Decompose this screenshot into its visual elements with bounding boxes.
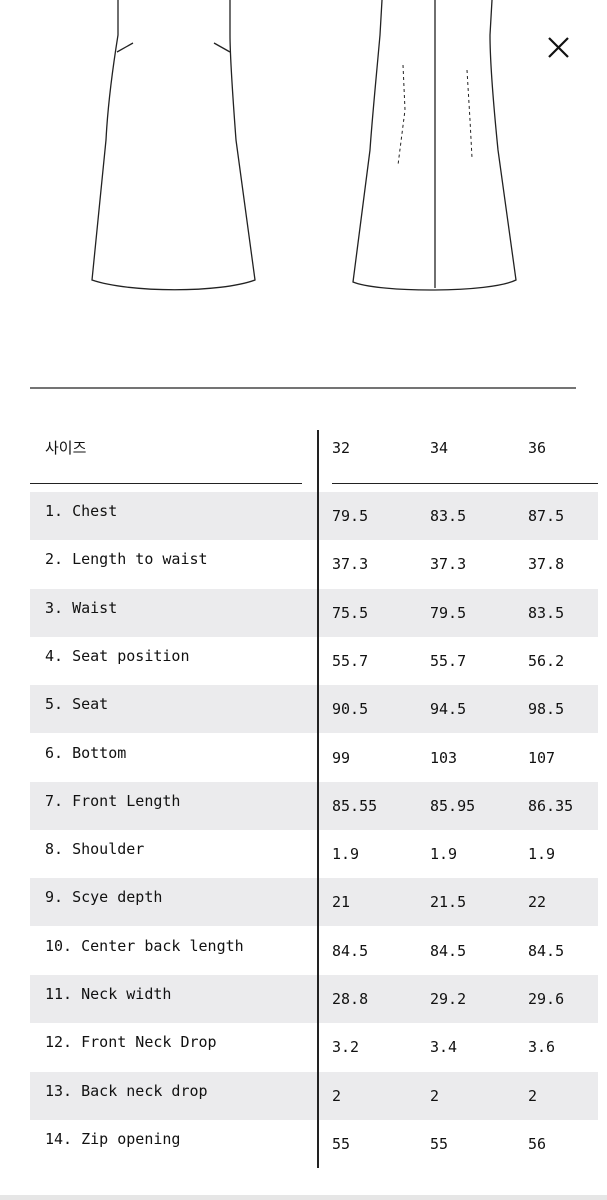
measurement-label: 7. Front Length <box>45 791 181 810</box>
measurement: 29.2 <box>430 990 467 1008</box>
measurement: 2 <box>528 1086 538 1105</box>
column-divider <box>317 430 319 1168</box>
bottom-bar <box>0 1195 607 1200</box>
measurement: 2 <box>332 1086 342 1105</box>
measurement-label: 13. Back neck drop <box>45 1081 208 1100</box>
measurement: 83.5 <box>430 507 467 525</box>
measurement-label: 3. Waist <box>45 598 118 617</box>
measurement-label: 12. Front Neck Drop <box>45 1033 217 1052</box>
row-background <box>30 781 598 830</box>
measurement: 3.2 <box>332 1038 360 1057</box>
measurement: 79.5 <box>430 603 467 622</box>
measurement: 56 <box>528 1134 547 1153</box>
measurement: 55 <box>430 1134 449 1153</box>
measurement: 37.8 <box>528 555 565 574</box>
measurement: 94.5 <box>430 700 467 719</box>
row-background <box>30 492 598 540</box>
measurement: 22 <box>528 893 547 912</box>
measurement-label: 14. Zip opening <box>45 1129 181 1148</box>
measurement-label: 5. Seat <box>45 695 109 714</box>
measurement-label: 9. Scye depth <box>45 888 163 907</box>
measurement: 75.5 <box>332 603 369 622</box>
measurement: 107 <box>528 748 556 767</box>
measurement: 103 <box>430 748 458 767</box>
measurement: 37.3 <box>430 555 467 574</box>
header-label: 사이즈 <box>45 439 87 457</box>
measurement-label: 1. Chest <box>45 502 118 520</box>
measurement: 85.95 <box>430 796 476 815</box>
divider <box>30 483 302 485</box>
size-header: 34 <box>430 439 449 457</box>
row-background <box>30 1071 598 1120</box>
measurement: 83.5 <box>528 603 565 622</box>
measurement: 21.5 <box>430 893 467 912</box>
measurement: 28.8 <box>332 990 369 1008</box>
measurement: 84.5 <box>332 941 369 960</box>
measurement: 29.6 <box>528 990 565 1008</box>
row-background <box>30 975 598 1023</box>
measurement-label: 10. Center back length <box>45 936 244 955</box>
measurement: 55.7 <box>430 651 467 670</box>
divider <box>332 483 598 485</box>
measurement-label: 4. Seat position <box>45 646 190 665</box>
size-header: 36 <box>528 439 547 457</box>
measurement: 55.7 <box>332 651 369 670</box>
measurement-label: 6. Bottom <box>45 743 127 762</box>
measurement: 2 <box>430 1086 440 1105</box>
measurement: 87.5 <box>528 507 565 525</box>
measurement: 1.9 <box>332 845 360 864</box>
measurement: 37.3 <box>332 555 369 574</box>
row-background <box>30 588 598 637</box>
measurement: 84.5 <box>430 941 467 960</box>
size-header: 32 <box>332 439 351 457</box>
measurement: 1.9 <box>430 845 458 864</box>
measurement: 99 <box>332 748 351 767</box>
measurement: 86.35 <box>528 796 574 815</box>
measurement: 85.55 <box>332 796 378 815</box>
measurement: 84.5 <box>528 941 565 960</box>
measurement: 1.9 <box>528 845 556 864</box>
measurement: 90.5 <box>332 700 369 719</box>
row-background <box>30 878 598 927</box>
measurement: 21 <box>332 893 351 912</box>
row-background <box>30 685 598 734</box>
measurement: 55 <box>332 1134 351 1153</box>
measurement: 79.5 <box>332 507 369 525</box>
measurement: 3.6 <box>528 1038 556 1057</box>
measurement-label: 2. Length to waist <box>45 550 208 569</box>
close-button[interactable] <box>548 37 569 58</box>
measurement: 98.5 <box>528 700 565 719</box>
measurement: 3.4 <box>430 1038 458 1057</box>
measurement-label: 8. Shoulder <box>45 840 145 859</box>
measurement: 56.2 <box>528 651 565 670</box>
measurement-label: 11. Neck width <box>45 985 172 1003</box>
garment-drawings <box>30 0 576 389</box>
